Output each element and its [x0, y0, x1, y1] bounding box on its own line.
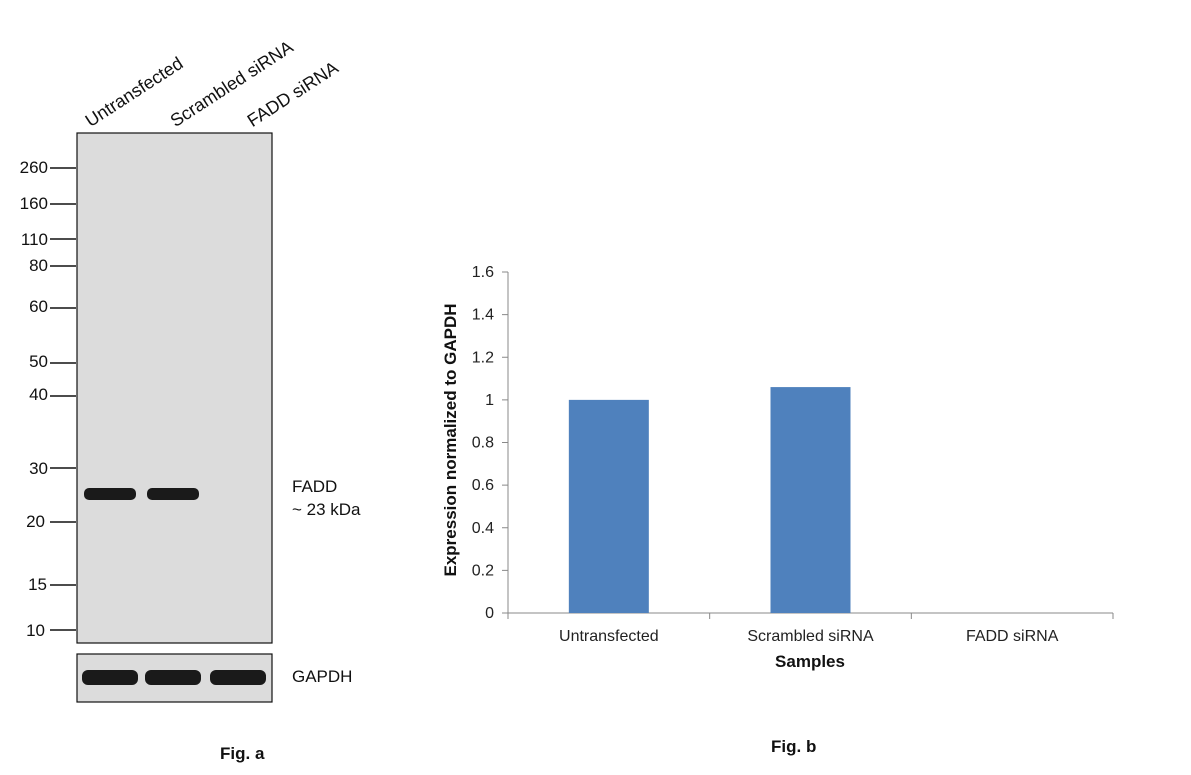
fadd-kda: ~ 23 kDa	[292, 500, 361, 519]
fadd-band	[147, 488, 199, 500]
gapdh-label: GAPDH	[292, 667, 353, 686]
marker-110: 110	[20, 230, 48, 249]
marker-ticks	[50, 167, 76, 631]
marker-20: 20	[26, 512, 45, 531]
marker-30: 30	[29, 459, 48, 478]
gapdh-band	[210, 670, 266, 685]
bars	[568, 387, 851, 613]
x-tick-label: Scrambled siRNA	[747, 628, 874, 645]
fig-a-caption: Fig. a	[220, 744, 265, 763]
x-tick-label: FADD siRNA	[966, 628, 1059, 645]
x-tick-labels: Untransfected Scrambled siRNA FADD siRNA	[559, 628, 1059, 645]
fadd-membrane	[76, 132, 273, 644]
gapdh-band	[82, 670, 138, 685]
marker-40: 40	[29, 385, 48, 404]
fadd-name: FADD	[292, 477, 338, 496]
marker-60: 60	[29, 297, 48, 316]
fadd-band	[84, 488, 136, 500]
western-blot	[50, 132, 273, 703]
bar	[770, 387, 851, 613]
marker-80: 80	[29, 256, 48, 275]
gapdh-band	[145, 670, 201, 685]
fadd-bands	[84, 488, 199, 500]
marker-260: 260	[19, 158, 48, 177]
marker-10: 10	[26, 621, 45, 640]
fadd-target-label: FADD ~ 23 kDa	[292, 475, 361, 521]
gapdh-bands	[82, 670, 266, 685]
fig-b-caption: Fig. b	[771, 737, 817, 756]
x-axis-title: Samples	[775, 652, 845, 671]
marker-160: 160	[19, 194, 48, 213]
marker-15: 15	[28, 575, 47, 594]
marker-50: 50	[29, 352, 48, 371]
